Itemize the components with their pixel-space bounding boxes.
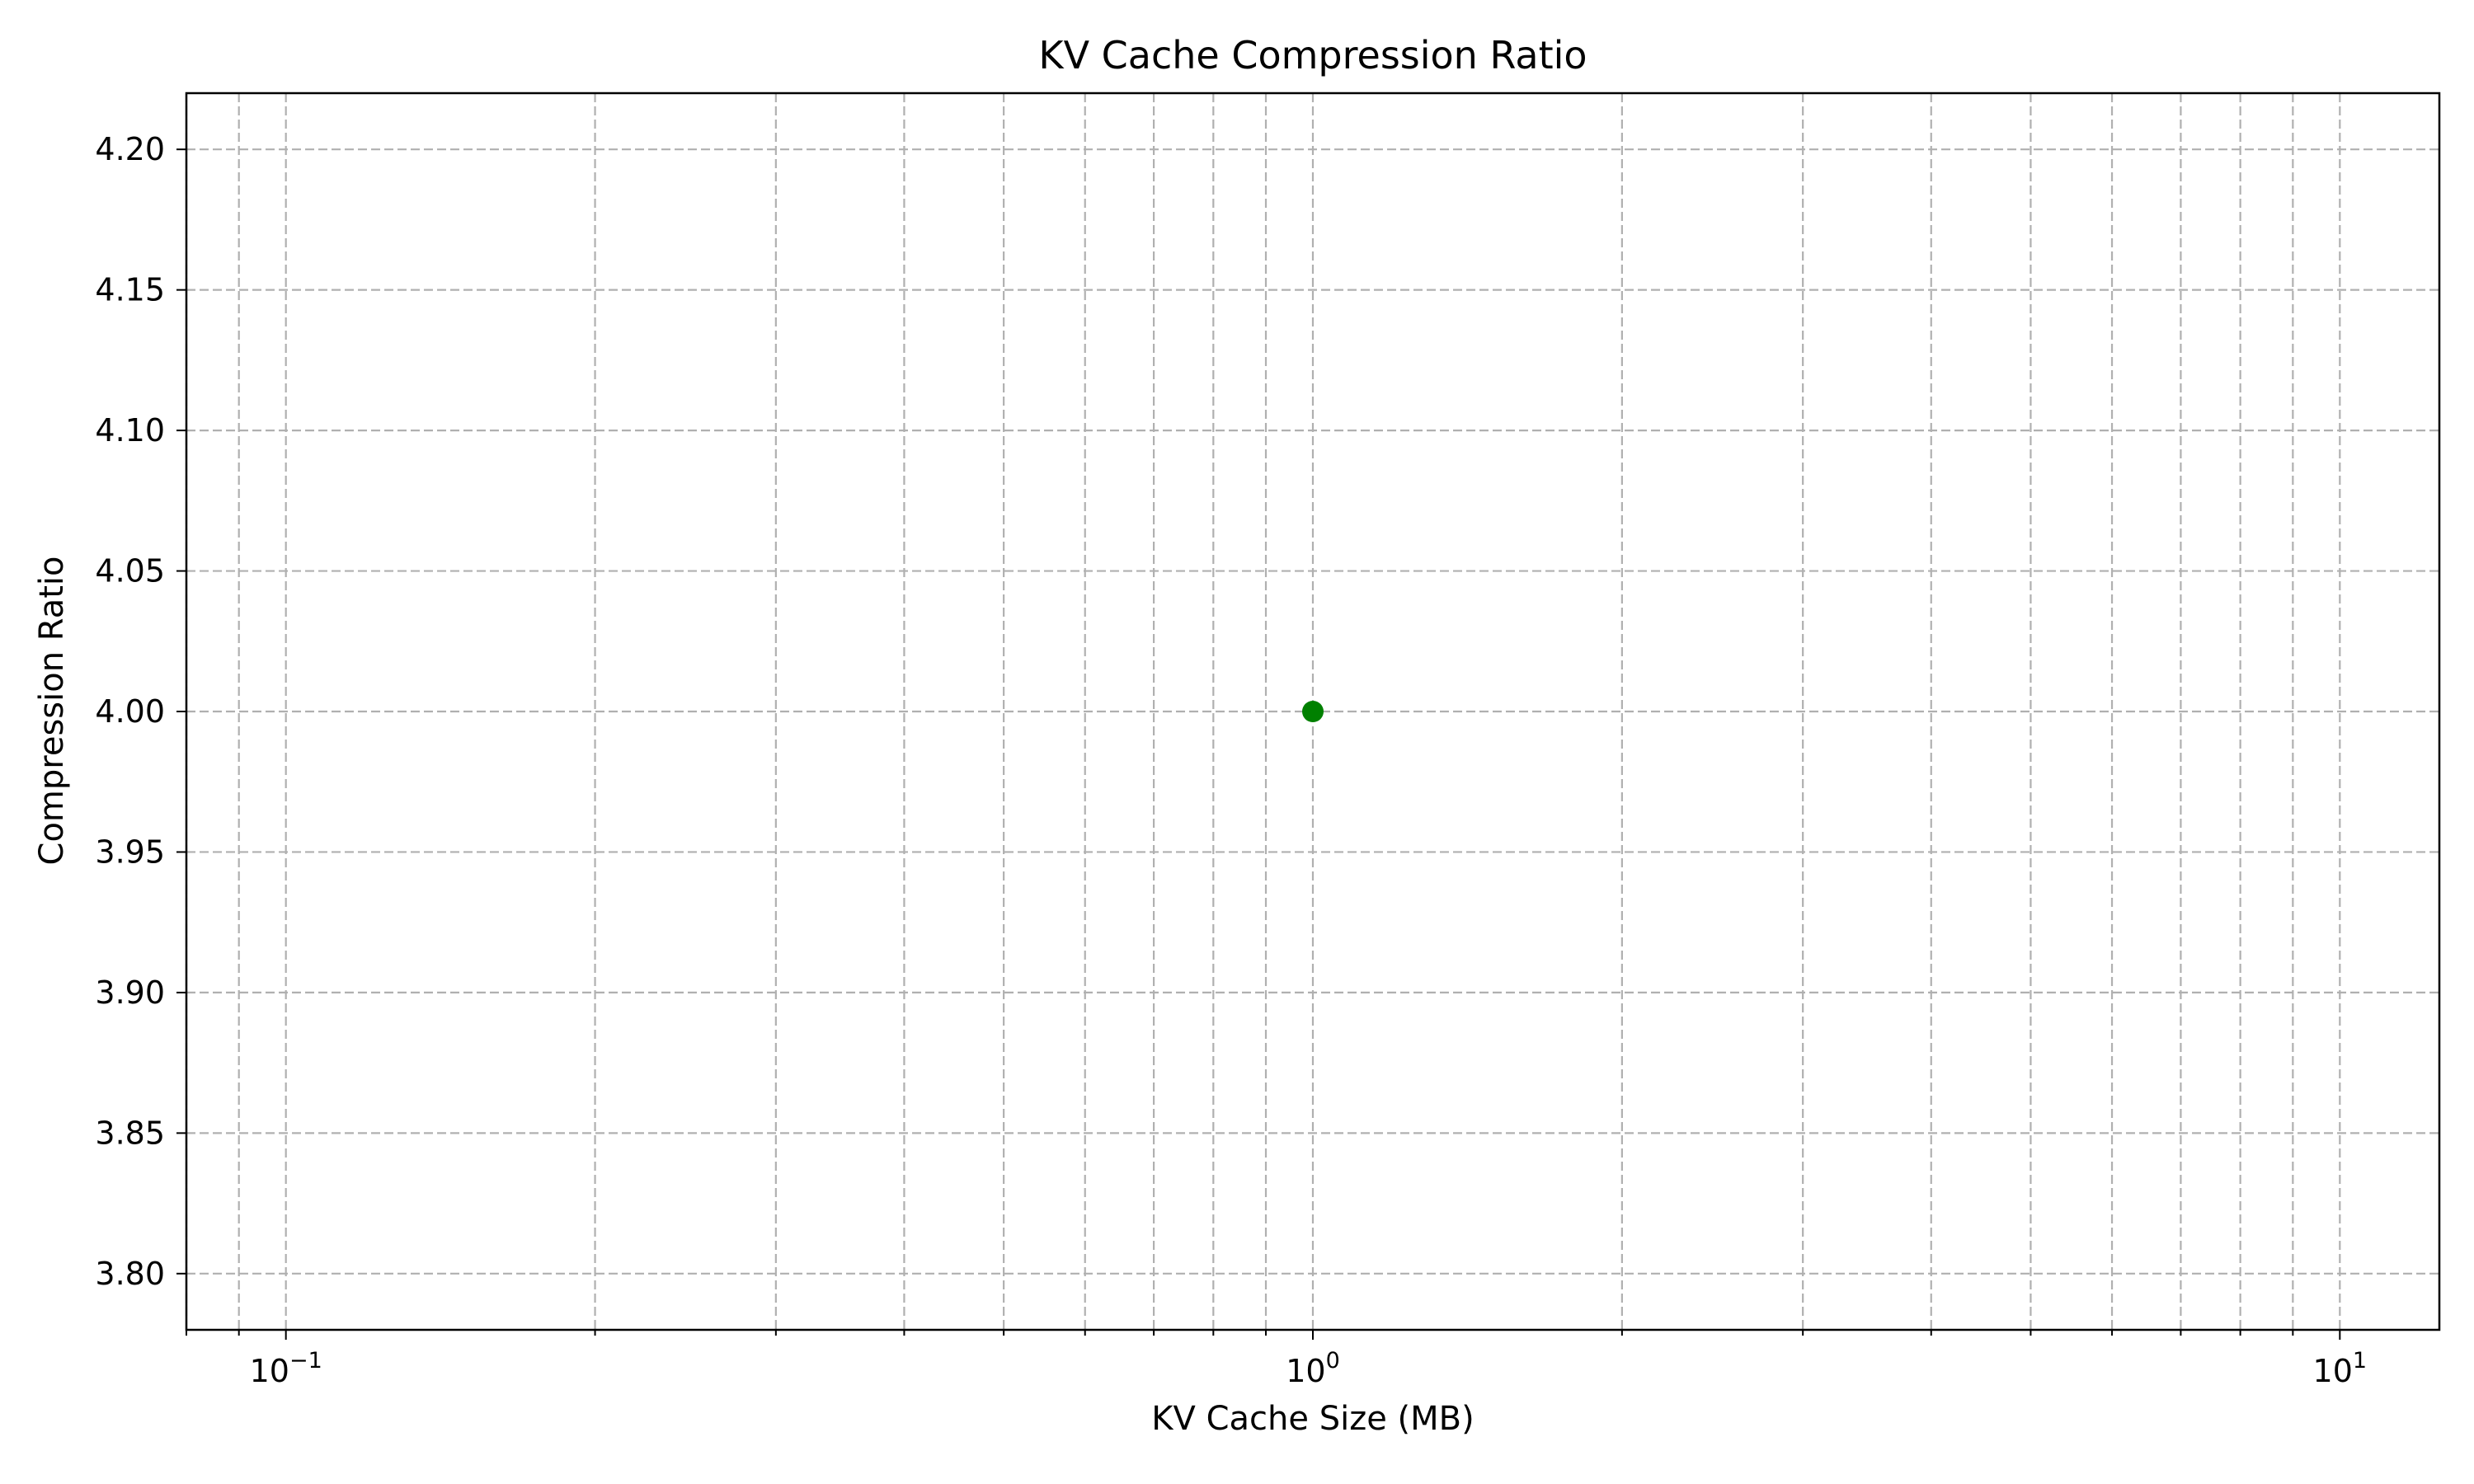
x-tick-exponent: 1 [2353, 1348, 2367, 1374]
y-tick-label: 3.95 [95, 834, 165, 870]
x-tick-exponent: −1 [289, 1348, 322, 1374]
y-tick-label: 4.00 [95, 693, 165, 730]
y-tick-label: 4.10 [95, 412, 165, 448]
y-tick-label: 3.80 [95, 1256, 165, 1292]
chart-title: KV Cache Compression Ratio [1038, 33, 1587, 77]
y-tick-label: 3.90 [95, 974, 165, 1011]
y-axis-label: Compression Ratio [33, 556, 71, 866]
y-tick-label: 4.05 [95, 553, 165, 589]
x-tick-label: 101 [2313, 1348, 2368, 1389]
x-tick-label: 100 [1286, 1348, 1340, 1389]
y-tick-label: 4.15 [95, 272, 165, 308]
axis-ticks: 3.803.853.903.954.004.054.104.154.2010−1… [95, 131, 2367, 1389]
x-axis-label: KV Cache Size (MB) [1151, 1400, 1474, 1438]
data-points [1302, 701, 1324, 722]
x-tick-exponent: 0 [1326, 1348, 1340, 1374]
plot-frame [185, 92, 2441, 1331]
y-tick-label: 3.85 [95, 1115, 165, 1151]
data-point [1302, 701, 1324, 722]
x-tick-label: 10−1 [250, 1348, 322, 1389]
grid-lines [185, 93, 2439, 1330]
y-tick-label: 4.20 [95, 131, 165, 167]
